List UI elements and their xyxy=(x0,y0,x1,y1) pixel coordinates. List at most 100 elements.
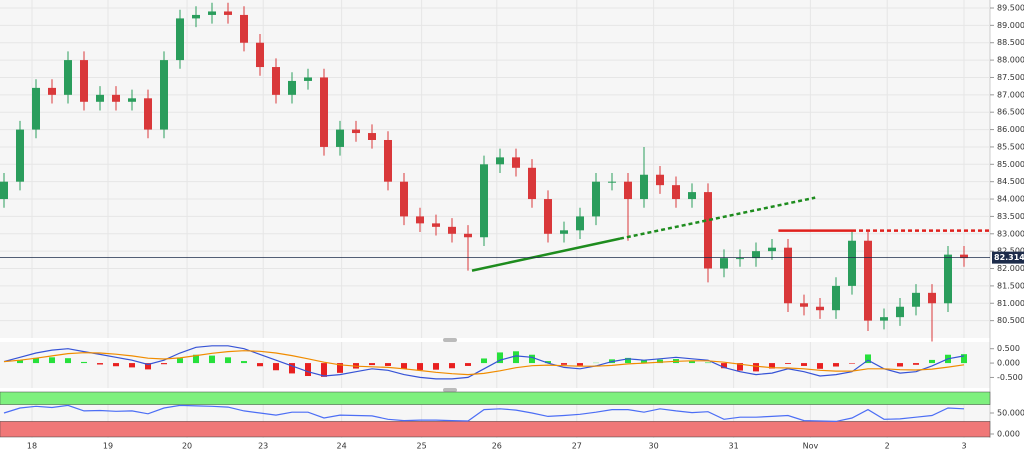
histogram-bar xyxy=(385,363,391,366)
candle-body xyxy=(656,175,664,185)
histogram-bar xyxy=(529,355,535,363)
candle-body xyxy=(864,241,872,321)
candle-body xyxy=(496,157,504,164)
x-tick-label: 2 xyxy=(885,442,890,451)
candle-body xyxy=(288,81,296,95)
y-tick-label: -0.500 xyxy=(997,373,1023,382)
candle-body xyxy=(800,303,808,306)
histogram-bar xyxy=(417,363,423,370)
candle-body xyxy=(848,241,856,286)
candle-body xyxy=(576,216,584,230)
histogram-bar xyxy=(801,363,807,366)
histogram-bar xyxy=(913,363,919,365)
candle-body xyxy=(64,60,72,95)
histogram-bar xyxy=(785,363,791,364)
y-tick-label: 50.000 xyxy=(997,409,1024,418)
x-tick-label: 27 xyxy=(572,442,582,451)
candle-body xyxy=(256,43,264,67)
candle-body xyxy=(832,286,840,310)
candle-body xyxy=(480,164,488,237)
histogram-bar xyxy=(449,363,455,368)
candle-body xyxy=(544,199,552,234)
candle-body xyxy=(144,98,152,129)
histogram-bar xyxy=(817,363,823,369)
histogram-bar xyxy=(577,363,583,366)
histogram-bar xyxy=(369,363,375,365)
candle-body xyxy=(16,130,24,182)
candle-body xyxy=(512,157,520,167)
y-tick-label: 84.000 xyxy=(997,195,1024,204)
histogram-bar xyxy=(433,363,439,370)
candle-body xyxy=(816,307,824,310)
rsi-zone xyxy=(0,392,990,405)
y-tick-label: 81.000 xyxy=(997,299,1024,308)
candle-body xyxy=(448,227,456,234)
histogram-bar xyxy=(561,363,567,365)
candle-body xyxy=(224,11,232,14)
last-price-label: 82.314 xyxy=(994,253,1024,262)
candle-body xyxy=(896,307,904,317)
candle-body xyxy=(784,248,792,304)
candle-body xyxy=(0,182,8,199)
x-tick-label: 20 xyxy=(182,442,192,451)
y-tick-label: 80.500 xyxy=(997,316,1024,325)
y-tick-label: 82.000 xyxy=(997,264,1024,273)
panel-handle[interactable] xyxy=(443,388,457,392)
x-tick-label: Nov xyxy=(803,442,819,451)
candle-body xyxy=(608,182,616,183)
histogram-bar xyxy=(177,358,183,363)
histogram-bar xyxy=(49,357,55,363)
x-tick-label: 26 xyxy=(492,442,502,451)
candle-body xyxy=(688,192,696,199)
x-tick-label: 19 xyxy=(103,442,113,451)
candle-body xyxy=(304,77,312,80)
y-tick-label: 88.500 xyxy=(997,38,1024,47)
y-tick-label: 89.000 xyxy=(997,21,1024,30)
candle-body xyxy=(416,216,424,223)
y-tick-label: 84.500 xyxy=(997,177,1024,186)
candle-body xyxy=(176,18,184,60)
x-tick-label: 18 xyxy=(27,442,37,451)
y-tick-label: 87.500 xyxy=(997,73,1024,82)
candle-body xyxy=(368,133,376,140)
y-tick-label: 85.000 xyxy=(997,160,1024,169)
y-tick-label: 0.500 xyxy=(997,344,1020,353)
candle-body xyxy=(640,175,648,199)
y-tick-label: 89.500 xyxy=(997,3,1024,12)
x-tick-label: 24 xyxy=(337,442,347,451)
candle-body xyxy=(736,258,744,259)
histogram-bar xyxy=(705,362,711,363)
candle-body xyxy=(336,130,344,147)
candle-body xyxy=(96,95,104,102)
candle-body xyxy=(32,88,40,130)
histogram-bar xyxy=(81,362,87,363)
candle-body xyxy=(752,251,760,258)
candle-body xyxy=(768,248,776,251)
candle-body xyxy=(912,293,920,307)
candle-body xyxy=(352,130,360,133)
histogram-bar xyxy=(97,363,103,364)
rsi-zone xyxy=(0,421,990,437)
panel-handle[interactable] xyxy=(443,338,457,342)
histogram-bar xyxy=(401,363,407,369)
histogram-bar xyxy=(209,356,215,363)
candle-body xyxy=(528,168,536,199)
histogram-bar xyxy=(849,363,855,364)
x-tick-label: 25 xyxy=(417,442,427,451)
candle-body xyxy=(672,185,680,199)
candle-body xyxy=(560,230,568,233)
candle-body xyxy=(128,98,136,101)
candle-body xyxy=(624,182,632,199)
histogram-bar xyxy=(225,357,231,363)
histogram-bar xyxy=(753,363,759,371)
candle-body xyxy=(208,11,216,14)
x-tick-label: 30 xyxy=(649,442,659,451)
histogram-bar xyxy=(161,363,167,364)
histogram-bar xyxy=(929,360,935,363)
candle-body xyxy=(432,223,440,226)
candle-body xyxy=(400,182,408,217)
candle-body xyxy=(272,67,280,95)
y-tick-label: 0.000 xyxy=(997,359,1020,368)
